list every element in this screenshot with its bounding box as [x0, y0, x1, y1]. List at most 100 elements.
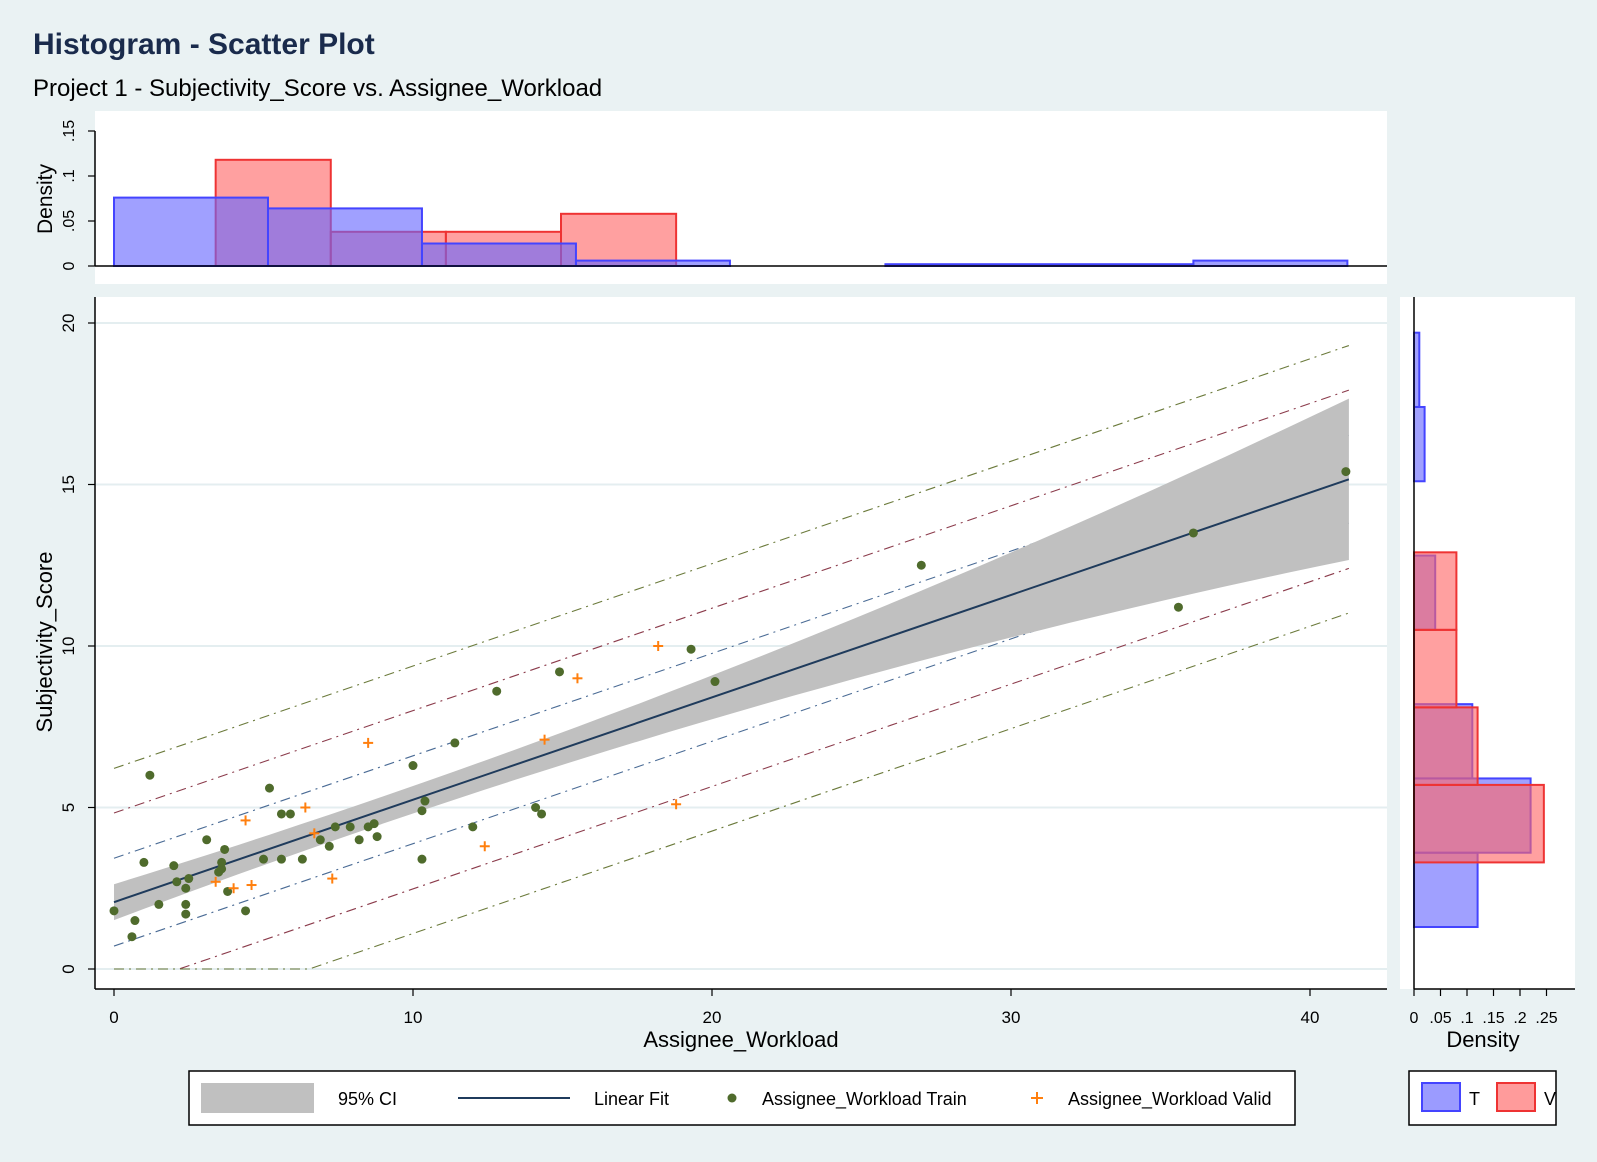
right-histogram-panel: 0 .05 .1 .15 .2 .25 Density — [1400, 297, 1575, 1052]
train-point — [276, 809, 286, 819]
train-point — [354, 835, 364, 845]
right-bar-t — [1413, 405, 1426, 483]
scatter-y-tick-label: 0 — [59, 964, 78, 973]
train-point — [139, 857, 149, 867]
legend-t-swatch — [1421, 1082, 1461, 1112]
legend-v-label: V — [1544, 1089, 1556, 1109]
train-point — [217, 864, 227, 874]
valid-point — [572, 673, 583, 684]
train-point — [276, 854, 286, 864]
top-bar-t — [1192, 259, 1349, 268]
train-point — [109, 906, 119, 916]
scatter-x-tick-label: 20 — [703, 1008, 722, 1027]
legend-ci-label: 95% CI — [338, 1089, 397, 1109]
train-point — [259, 854, 268, 864]
ci-band — [114, 398, 1349, 921]
train-point — [417, 854, 427, 864]
train-point — [710, 677, 720, 687]
train-point — [285, 809, 295, 819]
legend-t-label: T — [1469, 1089, 1480, 1109]
legend-train-marker — [727, 1093, 737, 1103]
right-x-tick-label: .15 — [1482, 1010, 1504, 1027]
valid-point — [653, 641, 664, 651]
train-point — [916, 560, 926, 570]
train-point — [169, 861, 179, 871]
valid-point — [671, 799, 682, 810]
top-y-tick-label: .1 — [61, 169, 78, 182]
scatter-x-label: Assignee_Workload — [643, 1027, 838, 1052]
train-point — [531, 803, 541, 812]
train-point — [130, 916, 140, 926]
train-point — [408, 761, 418, 771]
train-point — [181, 909, 191, 919]
train-point — [202, 835, 212, 845]
train-point — [420, 796, 430, 806]
right-bar-t — [1413, 851, 1479, 929]
top-histogram-y-axis: 0 .05 .1 .15 — [61, 120, 96, 270]
scatter-y-tick-label: 20 — [59, 314, 78, 333]
train-point — [220, 844, 230, 854]
train-point — [324, 841, 334, 851]
chart-subtitle: Project 1 - Subjectivity_Score vs. Assig… — [33, 75, 603, 102]
linear-fit-line — [113, 478, 1350, 904]
chart-title: Histogram - Scatter Plot — [33, 28, 375, 61]
prediction-band-lower — [114, 612, 1350, 970]
scatter-panel: 0 5 10 15 20 0 10 20 30 40 Assignee_Workload Subj… — [32, 297, 1387, 1052]
valid-point — [210, 876, 221, 887]
train-point — [417, 806, 427, 816]
train-point — [372, 832, 382, 842]
scatter-x-tick-label: 30 — [1002, 1008, 1021, 1027]
train-point — [555, 667, 565, 677]
train-point — [330, 822, 340, 832]
valid-point — [240, 815, 251, 826]
train-point — [241, 906, 251, 916]
train-point — [184, 874, 194, 884]
right-x-tick-label: .25 — [1535, 1010, 1557, 1027]
scatter-gridlines — [95, 322, 1387, 970]
right-bar-v — [1413, 551, 1458, 631]
right-bar-v — [1413, 628, 1458, 709]
scatter-x-tick-label: 40 — [1301, 1008, 1320, 1027]
top-y-tick-label: .05 — [61, 210, 78, 232]
right-histogram-bars — [1413, 331, 1545, 929]
top-bar-t — [420, 242, 577, 267]
valid-point — [300, 802, 311, 813]
legend-ci-swatch — [201, 1083, 314, 1113]
train-point — [181, 883, 191, 893]
train-point — [154, 899, 164, 909]
train-point — [217, 857, 227, 867]
train-point — [297, 854, 307, 864]
valid-point — [246, 880, 257, 891]
train-point — [1188, 528, 1198, 538]
top-bar-t — [574, 259, 731, 268]
legend-train-label: Assignee_Workload Train — [762, 1089, 967, 1110]
top-histogram-bars — [113, 158, 1349, 268]
top-y-tick-label: 0 — [61, 261, 78, 270]
scatter-x-tick-label: 0 — [109, 1008, 118, 1027]
valid-point — [479, 841, 490, 852]
train-point — [315, 835, 325, 845]
scatter-y-tick-label: 10 — [59, 637, 78, 656]
valid-point — [327, 873, 338, 884]
valid-point — [539, 734, 550, 745]
right-histogram-axes: 0 .05 .1 .15 .2 .25 — [1410, 297, 1575, 1027]
right-bar-v — [1413, 706, 1479, 786]
top-y-tick-label: .15 — [61, 120, 78, 142]
right-x-tick-label: 0 — [1410, 1010, 1419, 1027]
right-x-tick-label: .2 — [1513, 1010, 1526, 1027]
train-point — [369, 819, 379, 829]
hist-legend: T V — [1408, 1070, 1557, 1126]
train-point — [492, 686, 502, 696]
top-bar-t — [266, 207, 423, 267]
legend-valid-marker — [1031, 1092, 1043, 1104]
scatter-y-tick-label: 5 — [59, 803, 78, 812]
train-point — [468, 822, 478, 832]
top-histogram-y-label: Density — [34, 163, 57, 234]
legend-fit-label: Linear Fit — [594, 1089, 669, 1109]
top-histogram-panel: 0 .05 .1 .15 Density — [34, 111, 1387, 284]
main-legend: 95% CI Linear Fit Assignee_Workload Trai… — [188, 1070, 1296, 1126]
right-bar-v — [1413, 783, 1545, 864]
valid-point — [309, 828, 320, 839]
train-point — [1341, 467, 1351, 477]
